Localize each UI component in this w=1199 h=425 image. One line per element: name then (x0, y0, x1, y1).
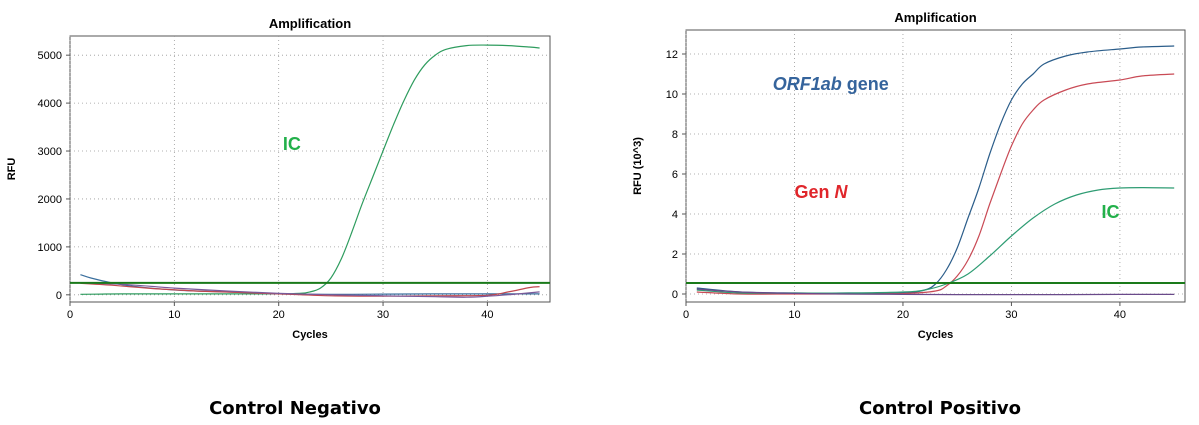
x-axis-label: Cycles (918, 329, 953, 341)
chart-title: Amplification (269, 16, 351, 31)
y-tick-label: 3000 (38, 146, 62, 158)
x-tick-label: 20 (897, 309, 909, 321)
amplification-chart-positive: Amplification 0 10 20 30 40 0 2 4 6 8 10 12 Cycles RFU… (632, 10, 1186, 341)
y-tick-label: 6 (672, 169, 678, 181)
x-axis-label: Cycles (292, 329, 327, 341)
plot-series-group (696, 45, 1175, 296)
amplification-curve-4 (696, 288, 1175, 296)
y-tick-label: 2 (672, 249, 678, 261)
y-axis-label: RFU (10^3) (632, 137, 644, 195)
curve-annotation: ORF1ab gene (773, 74, 889, 94)
chart-panel-control-negativo: Amplification 0 10 20 30 40 0 1000 2000 3000 4000 5… (0, 0, 590, 425)
x-tick-label: 10 (788, 309, 800, 321)
amplification-curve-1 (80, 44, 540, 295)
y-tick-label: 5000 (38, 50, 62, 62)
y-tick-label: 0 (672, 289, 678, 301)
plot-area (685, 29, 1186, 303)
amplification-chart-negative: Amplification 0 10 20 30 40 0 1000 2000 3000 4000 5… (6, 16, 551, 341)
x-tick-label: 0 (683, 309, 689, 321)
y-tick-label: 4 (672, 209, 678, 221)
y-tick-label: 8 (672, 129, 678, 141)
x-tick-label: 10 (168, 309, 180, 321)
curve-annotation: IC (1101, 202, 1119, 222)
curve-annotation: Gen N (794, 182, 848, 202)
annotation-text: ORF1ab (773, 74, 842, 94)
y-tick-label: 2000 (38, 194, 62, 206)
y-tick-label: 0 (56, 290, 62, 302)
annotation-suffix: gene (842, 74, 889, 94)
annotation-text: Gen (794, 182, 829, 202)
annotation-suffix: N (829, 182, 848, 202)
caption-control-positivo: Control Positivo (859, 398, 1021, 419)
chart-title: Amplification (894, 10, 976, 25)
x-tick-label: 20 (273, 309, 285, 321)
x-tick-label: 30 (1005, 309, 1017, 321)
amplification-curve-4 (80, 282, 540, 298)
caption-control-negativo: Control Negativo (209, 398, 381, 419)
y-axis-label: RFU (6, 158, 18, 181)
y-tick-label: 4000 (38, 98, 62, 110)
x-tick-label: 30 (377, 309, 389, 321)
y-tick-label: 10 (666, 89, 678, 101)
y-tick-label: 1000 (38, 242, 62, 254)
amplification-curve-3 (80, 282, 540, 297)
x-tick-label: 40 (1114, 309, 1126, 321)
y-tick-label: 12 (666, 49, 678, 61)
annotation-text: IC (1101, 202, 1119, 222)
plot-area (69, 35, 551, 303)
x-tick-label: 0 (67, 309, 73, 321)
curve-annotation: IC (283, 134, 301, 154)
chart-panel-control-positivo: Amplification 0 10 20 30 40 0 2 4 6 8 10 12 Cycles RFU… (630, 0, 1199, 425)
annotation-text: IC (283, 134, 301, 154)
amplification-curve-3 (696, 186, 1175, 294)
x-tick-label: 40 (481, 309, 493, 321)
